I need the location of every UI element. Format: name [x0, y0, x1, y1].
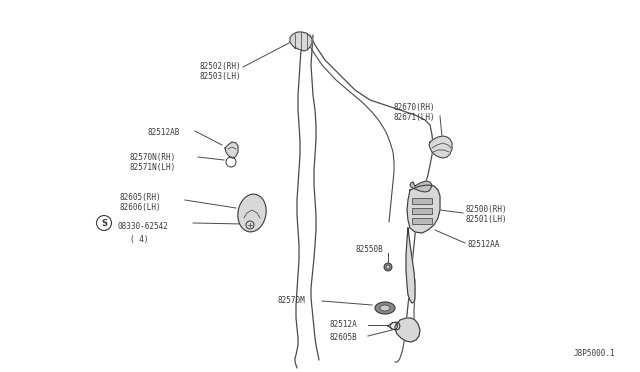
FancyBboxPatch shape — [412, 218, 432, 224]
Polygon shape — [410, 181, 432, 192]
Text: 82500(RH): 82500(RH) — [466, 205, 508, 214]
Polygon shape — [290, 32, 312, 51]
Text: 82512AA: 82512AA — [468, 240, 500, 249]
Text: J8P5000.1: J8P5000.1 — [573, 349, 615, 358]
Text: 82503(LH): 82503(LH) — [200, 72, 242, 81]
Text: 82550B: 82550B — [355, 245, 383, 254]
Circle shape — [246, 221, 254, 229]
Polygon shape — [429, 136, 452, 158]
Text: 82670(RH): 82670(RH) — [393, 103, 435, 112]
Text: 82501(LH): 82501(LH) — [466, 215, 508, 224]
Polygon shape — [406, 228, 415, 303]
Text: 82502(RH): 82502(RH) — [200, 62, 242, 71]
Text: 82571N(LH): 82571N(LH) — [130, 163, 176, 172]
Polygon shape — [395, 318, 420, 342]
Text: 82512A: 82512A — [330, 320, 358, 329]
Ellipse shape — [380, 305, 390, 311]
Ellipse shape — [238, 194, 266, 232]
Text: 82512AB: 82512AB — [148, 128, 180, 137]
Text: 82570N(RH): 82570N(RH) — [130, 153, 176, 162]
Text: 82606(LH): 82606(LH) — [120, 203, 162, 212]
Polygon shape — [407, 185, 440, 233]
Text: S: S — [101, 218, 107, 228]
FancyBboxPatch shape — [412, 208, 432, 214]
Text: 08330-62542: 08330-62542 — [117, 222, 168, 231]
Circle shape — [384, 263, 392, 271]
Polygon shape — [225, 142, 238, 158]
Text: 82605(RH): 82605(RH) — [120, 193, 162, 202]
Text: 82570M: 82570M — [278, 296, 306, 305]
Text: ( 4): ( 4) — [130, 235, 148, 244]
Text: 82605B: 82605B — [330, 333, 358, 342]
Ellipse shape — [375, 302, 395, 314]
Text: 82671(LH): 82671(LH) — [393, 113, 435, 122]
FancyBboxPatch shape — [412, 198, 432, 204]
Circle shape — [386, 265, 390, 269]
